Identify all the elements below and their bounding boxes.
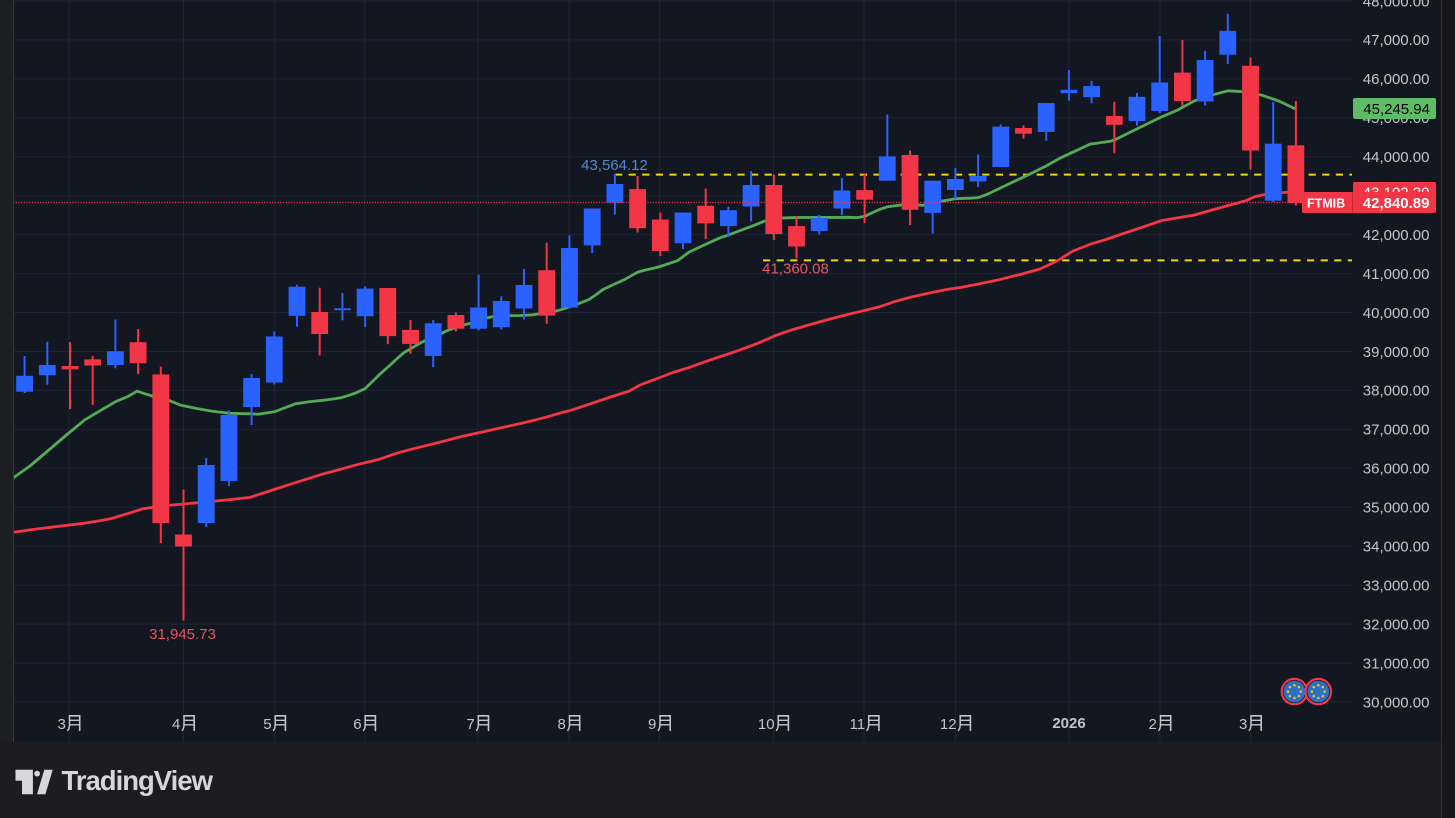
svg-text:41,000.00: 41,000.00 [1363,266,1430,283]
svg-text:4: 4 [172,716,180,733]
svg-text:30,000.00: 30,000.00 [1363,694,1430,711]
svg-text:10: 10 [758,716,775,733]
svg-text:32,000.00: 32,000.00 [1363,616,1430,633]
svg-text:3: 3 [58,716,66,733]
svg-text:38,000.00: 38,000.00 [1363,383,1430,400]
svg-text:46,000.00: 46,000.00 [1363,71,1430,88]
svg-text:36,000.00: 36,000.00 [1363,461,1430,478]
svg-text:42,840.89: 42,840.89 [1363,195,1430,212]
svg-text:5: 5 [263,716,271,733]
svg-text:2026: 2026 [1052,715,1085,732]
svg-text:45,245.94: 45,245.94 [1363,101,1430,118]
svg-text:42,000.00: 42,000.00 [1363,227,1430,244]
svg-text:7: 7 [466,716,474,733]
svg-text:34,000.00: 34,000.00 [1363,539,1430,556]
svg-text:47,000.00: 47,000.00 [1363,32,1430,49]
svg-text:8: 8 [558,716,566,733]
svg-text:39,000.00: 39,000.00 [1363,344,1430,361]
svg-text:33,000.00: 33,000.00 [1363,578,1430,595]
svg-text:35,000.00: 35,000.00 [1363,500,1430,517]
svg-text:41,360.08: 41,360.08 [762,261,829,278]
svg-text:2: 2 [1149,716,1157,733]
svg-text:3: 3 [1239,716,1247,733]
svg-text:31,945.73: 31,945.73 [149,626,216,643]
svg-text:6: 6 [353,716,361,733]
svg-text:37,000.00: 37,000.00 [1363,422,1430,439]
svg-text:9: 9 [648,716,656,733]
svg-text:40,000.00: 40,000.00 [1363,305,1430,322]
svg-text:12: 12 [940,716,957,733]
svg-text:31,000.00: 31,000.00 [1363,655,1430,672]
svg-text:48,000.00: 48,000.00 [1363,0,1430,10]
svg-text:44,000.00: 44,000.00 [1363,149,1430,166]
svg-text:TradingView: TradingView [62,765,214,796]
svg-text:43,564.12: 43,564.12 [581,157,648,174]
svg-text:11: 11 [850,716,866,733]
svg-text:FTMIB: FTMIB [1307,197,1345,211]
